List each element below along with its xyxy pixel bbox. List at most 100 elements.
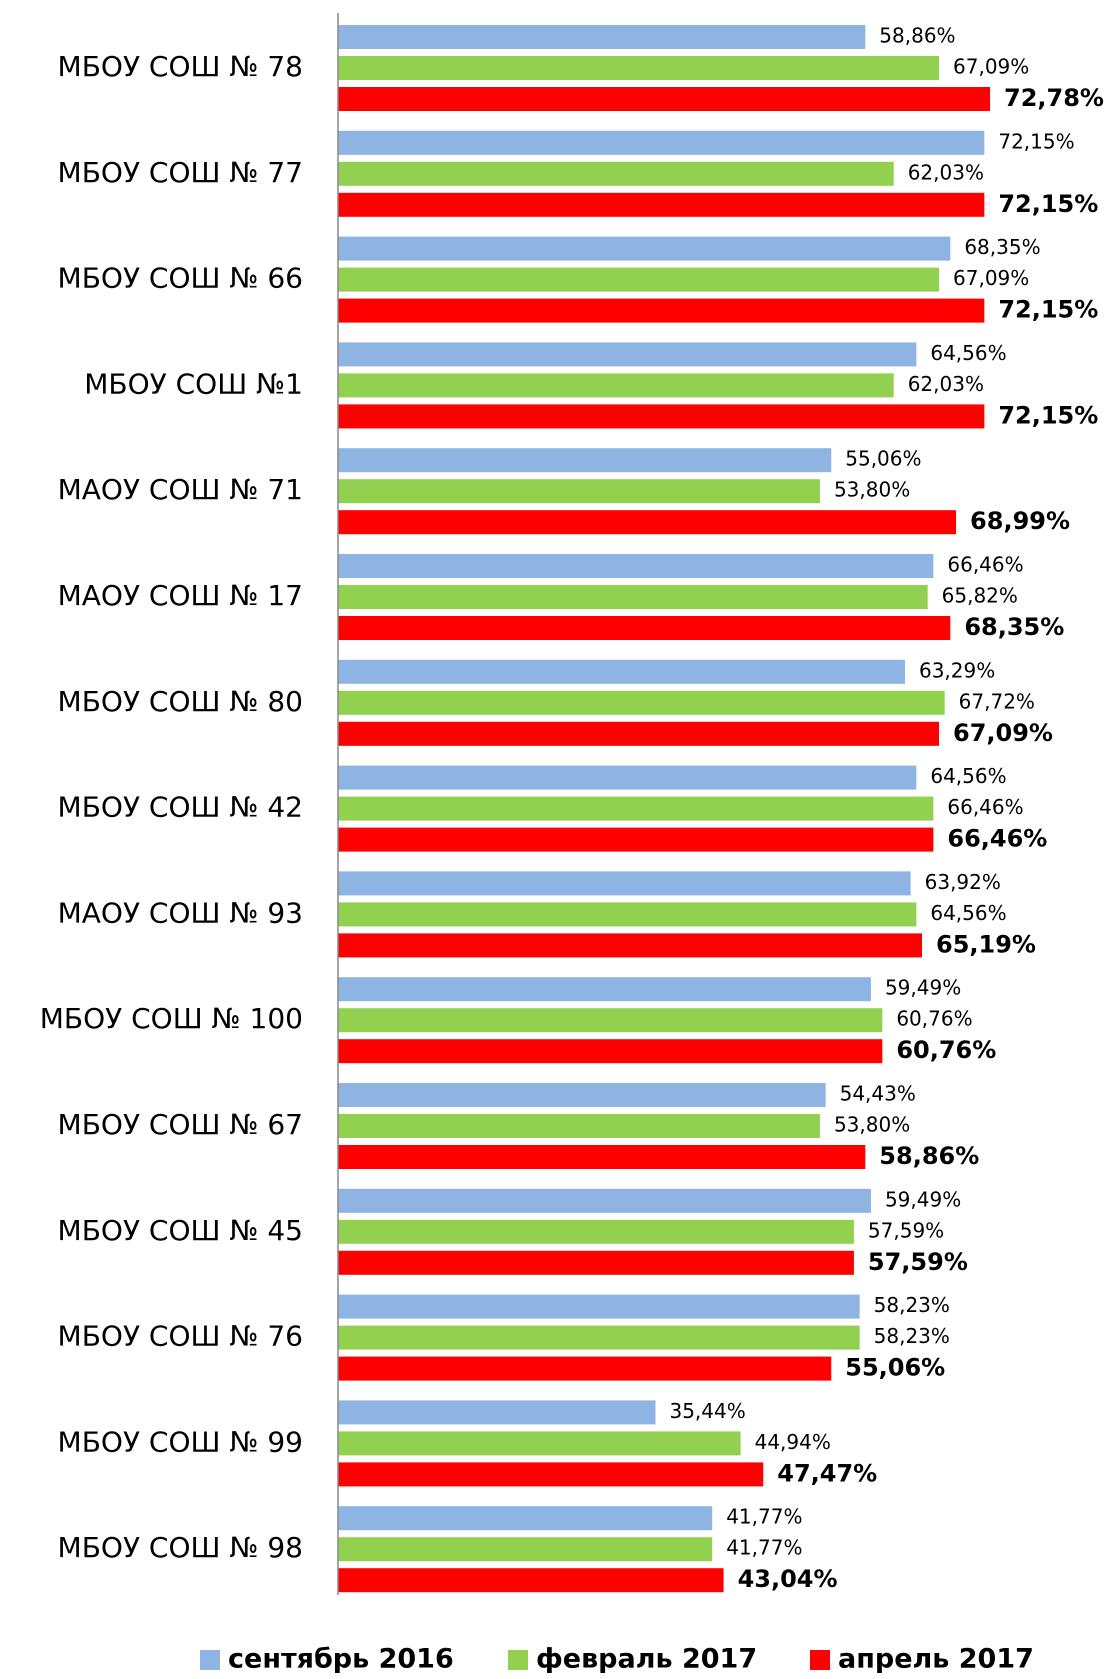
value-label: 72,15% [998, 129, 1074, 153]
value-label: 65,82% [942, 584, 1018, 608]
bar [338, 933, 923, 958]
value-label: 72,15% [998, 190, 1098, 218]
legend-label: февраль 2017 [536, 1644, 757, 1675]
bar [338, 1008, 883, 1033]
bar [338, 298, 985, 323]
category-label: МБОУ СОШ № 80 [58, 685, 303, 718]
category-label: МБОУ СОШ № 76 [58, 1320, 303, 1353]
bar [338, 1188, 871, 1213]
value-label: 59,49% [885, 976, 961, 1000]
value-label: 54,43% [840, 1082, 916, 1106]
value-label: 55,06% [845, 447, 921, 471]
category-label: МБОУ СОШ № 45 [58, 1214, 303, 1247]
bar [338, 1039, 883, 1064]
bar [338, 479, 820, 504]
category-label: МБОУ СОШ № 98 [58, 1531, 303, 1564]
bar [338, 1537, 713, 1562]
value-label: 67,09% [953, 719, 1053, 747]
value-label: 47,47% [777, 1459, 877, 1487]
value-label: 65,19% [936, 930, 1036, 958]
value-label: 72,15% [998, 401, 1098, 429]
bar [338, 448, 832, 473]
value-label: 59,49% [885, 1187, 961, 1211]
bar [338, 827, 934, 852]
category-label: МБОУ СОШ № 99 [58, 1425, 303, 1458]
category-label: МБОУ СОШ № 66 [58, 262, 303, 295]
legend-swatch [508, 1650, 528, 1670]
value-label: 58,86% [879, 24, 955, 48]
value-label: 67,09% [953, 55, 1029, 79]
value-label: 41,77% [726, 1536, 802, 1560]
bar [338, 130, 985, 155]
bar [338, 690, 945, 715]
bar [338, 1325, 860, 1350]
bar [338, 1462, 764, 1487]
value-label: 35,44% [669, 1399, 745, 1423]
bar [338, 1506, 713, 1531]
category-label: МБОУ СОШ № 42 [58, 791, 303, 824]
bar [338, 236, 951, 261]
value-label: 64,56% [930, 764, 1006, 788]
value-label: 43,04% [738, 1565, 838, 1593]
value-label: 68,35% [964, 235, 1040, 259]
bar [338, 765, 917, 790]
bar [338, 342, 917, 367]
value-label: 58,23% [874, 1293, 950, 1317]
bar [338, 902, 917, 927]
bar [338, 1431, 741, 1456]
category-label: МАОУ СОШ № 93 [58, 896, 303, 929]
category-label: МБОУ СОШ № 78 [58, 50, 303, 83]
value-label: 58,86% [879, 1142, 979, 1170]
legend-label: сентябрь 2016 [228, 1644, 454, 1675]
legend-swatch [810, 1650, 830, 1670]
value-label: 72,15% [998, 296, 1098, 324]
value-label: 44,94% [755, 1430, 831, 1454]
value-label: 55,06% [845, 1354, 945, 1382]
value-label: 64,56% [930, 341, 1006, 365]
value-label: 53,80% [834, 478, 910, 502]
bar [338, 267, 940, 292]
value-label: 66,46% [947, 553, 1023, 577]
bar [338, 1083, 826, 1107]
bar [338, 1568, 724, 1593]
value-label: 62,03% [908, 160, 984, 184]
bar [338, 404, 985, 429]
value-label: 63,92% [925, 870, 1001, 894]
bar [338, 659, 905, 684]
value-label: 57,59% [868, 1248, 968, 1276]
value-label: 64,56% [930, 901, 1006, 925]
bar [338, 554, 934, 578]
category-label: МАОУ СОШ № 17 [58, 579, 303, 612]
bar [338, 25, 866, 49]
value-label: 72,78% [1004, 84, 1104, 112]
value-label: 68,35% [964, 613, 1064, 641]
bar [338, 796, 934, 821]
value-label: 66,46% [947, 825, 1047, 853]
value-label: 67,09% [953, 266, 1029, 290]
bar [338, 510, 957, 535]
category-label: МБОУ СОШ № 67 [58, 1108, 303, 1141]
category-label: МБОУ СОШ № 77 [58, 156, 303, 189]
bar [338, 1400, 656, 1425]
bar [338, 56, 940, 80]
bar [338, 161, 894, 186]
legend-swatch [200, 1650, 220, 1670]
bar [338, 87, 990, 111]
value-label: 67,72% [959, 689, 1035, 713]
bar [338, 1219, 854, 1244]
bar [338, 616, 951, 640]
bar [338, 721, 940, 746]
value-label: 66,46% [947, 795, 1023, 819]
category-label: МАОУ СОШ № 71 [58, 473, 303, 506]
value-label: 60,76% [896, 1036, 996, 1064]
bar [338, 1250, 854, 1275]
bar [338, 192, 985, 217]
value-label: 57,59% [868, 1218, 944, 1242]
value-label: 63,29% [919, 658, 995, 682]
bar [338, 1356, 832, 1381]
legend-label: апрель 2017 [838, 1644, 1034, 1675]
value-label: 60,76% [896, 1007, 972, 1031]
category-label: МБОУ СОШ №1 [84, 367, 303, 400]
value-label: 62,03% [908, 372, 984, 396]
